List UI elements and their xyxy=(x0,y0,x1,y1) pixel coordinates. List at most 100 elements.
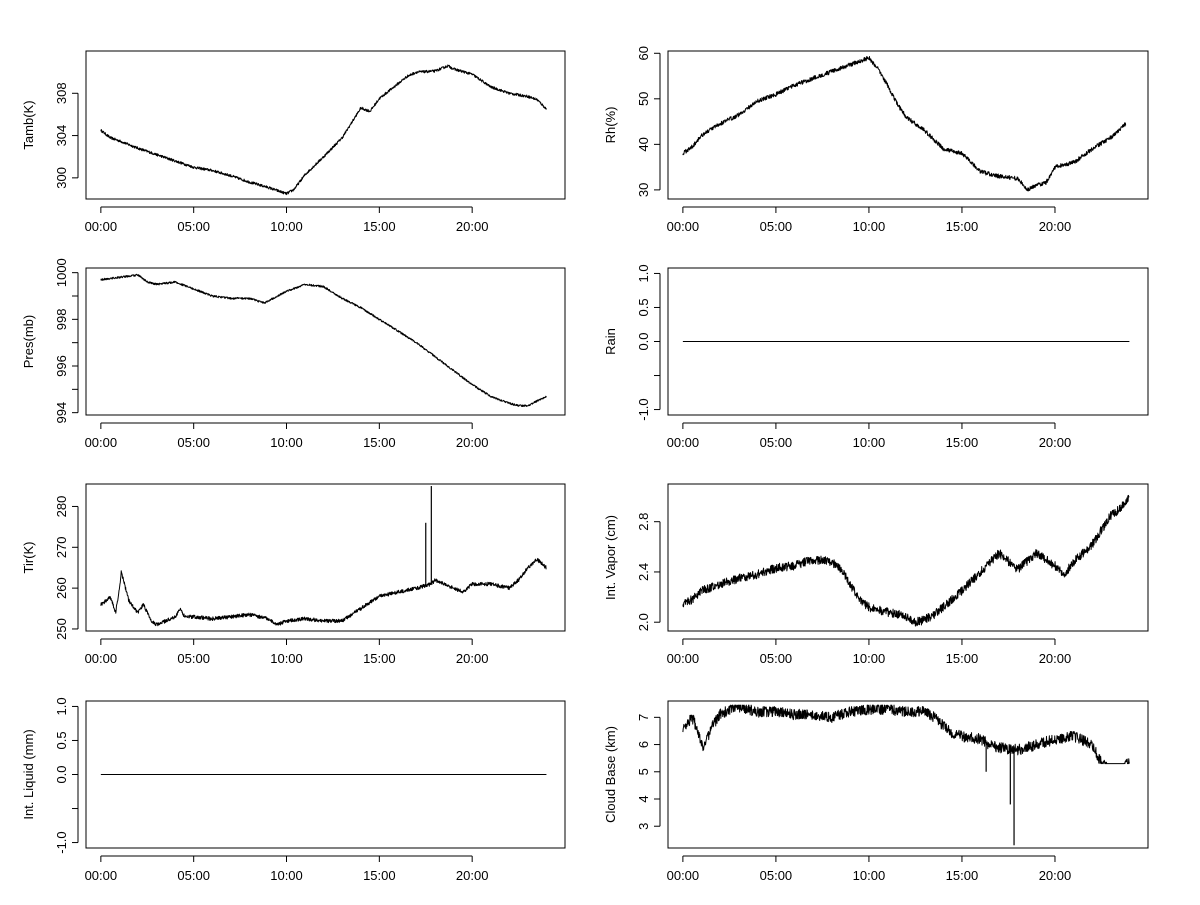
y-tick-label: 308 xyxy=(54,82,69,104)
x-tick-label: 00:00 xyxy=(85,651,118,666)
x-tick-label: 05:00 xyxy=(177,435,210,450)
x-tick-label: 20:00 xyxy=(456,435,489,450)
x-tick-label: 10:00 xyxy=(270,651,303,666)
x-tick-label: 15:00 xyxy=(363,219,396,234)
y-axis-label: Tamb(K) xyxy=(21,100,36,149)
y-tick-label: 1.0 xyxy=(54,697,69,715)
x-tick-label: 05:00 xyxy=(177,219,210,234)
y-axis-label: Rh(%) xyxy=(603,107,618,144)
x-tick-label: 10:00 xyxy=(853,219,886,234)
y-tick-label: 5 xyxy=(636,768,651,775)
x-tick-label: 20:00 xyxy=(1039,219,1072,234)
x-tick-label: 10:00 xyxy=(853,435,886,450)
y-tick-label: 250 xyxy=(54,618,69,640)
y-tick-label: 0.5 xyxy=(636,298,651,316)
plot-frame xyxy=(667,483,1149,632)
y-tick-label: 40 xyxy=(636,137,651,151)
x-tick-label: 05:00 xyxy=(760,868,793,883)
y-tick-label: 280 xyxy=(54,496,69,518)
x-tick-label: 15:00 xyxy=(363,651,396,666)
y-tick-label: 0.0 xyxy=(54,765,69,783)
y-axis-label: Pres(mb) xyxy=(21,315,36,368)
series-line xyxy=(100,64,547,196)
x-tick-label: 15:00 xyxy=(946,868,979,883)
y-axis-label: Int. Liquid (mm) xyxy=(21,729,36,819)
y-tick-label: 2.8 xyxy=(636,513,651,531)
plot-frame xyxy=(85,267,566,416)
series-line xyxy=(100,557,547,627)
y-tick-label: 3 xyxy=(636,823,651,830)
x-tick-label: 20:00 xyxy=(1039,435,1072,450)
x-tick-label: 20:00 xyxy=(1039,868,1072,883)
x-tick-label: 15:00 xyxy=(946,219,979,234)
x-tick-label: 00:00 xyxy=(667,651,700,666)
x-tick-label: 05:00 xyxy=(760,435,793,450)
y-tick-label: 4 xyxy=(636,795,651,802)
y-tick-label: 6 xyxy=(636,741,651,748)
y-tick-label: 300 xyxy=(54,167,69,189)
y-axis-label: Tir(K) xyxy=(21,541,36,573)
plot-frame xyxy=(667,267,1149,416)
x-tick-label: 00:00 xyxy=(667,868,700,883)
y-tick-label: 304 xyxy=(54,125,69,147)
y-tick-label: 0.0 xyxy=(636,332,651,350)
x-tick-label: 15:00 xyxy=(946,435,979,450)
y-tick-label: 7 xyxy=(636,714,651,721)
x-tick-label: 20:00 xyxy=(456,868,489,883)
y-tick-label: 0.5 xyxy=(54,731,69,749)
series-line xyxy=(682,704,1130,765)
chart-panel-1: 00:00 05:00 10:00 15:00 20:00 300 304 308 Tamb(K… xyxy=(21,50,566,234)
chart-panel-4: 00:00 05:00 10:00 15:00 20:00 -1.0 0.0 0.5 1.0 Ra… xyxy=(603,264,1149,450)
x-tick-label: 00:00 xyxy=(85,868,118,883)
y-tick-label: 998 xyxy=(54,308,69,330)
x-tick-label: 05:00 xyxy=(177,868,210,883)
y-tick-label: 270 xyxy=(54,536,69,558)
plot-frame xyxy=(85,483,566,632)
x-tick-label: 15:00 xyxy=(946,651,979,666)
y-tick-label: -1.0 xyxy=(54,831,69,853)
x-tick-label: 20:00 xyxy=(1039,651,1072,666)
y-tick-label: 994 xyxy=(54,402,69,424)
x-tick-label: 00:00 xyxy=(85,219,118,234)
x-tick-label: 10:00 xyxy=(270,868,303,883)
x-tick-label: 05:00 xyxy=(760,651,793,666)
y-tick-label: 50 xyxy=(636,92,651,106)
x-tick-label: 10:00 xyxy=(270,219,303,234)
x-tick-label: 10:00 xyxy=(853,651,886,666)
series-line xyxy=(682,494,1130,627)
y-axis-label: Cloud Base (km) xyxy=(603,726,618,823)
y-tick-label: 996 xyxy=(54,355,69,377)
chart-panel-5: 00:00 05:00 10:00 15:00 20:00 250 260 270 280 Tir… xyxy=(21,483,566,666)
x-tick-label: 00:00 xyxy=(85,435,118,450)
x-tick-label: 00:00 xyxy=(667,219,700,234)
x-tick-label: 00:00 xyxy=(667,435,700,450)
x-tick-label: 10:00 xyxy=(853,868,886,883)
x-tick-label: 15:00 xyxy=(363,868,396,883)
y-tick-label: 1000 xyxy=(54,258,69,287)
chart-panel-6: 00:00 05:00 10:00 15:00 20:00 2.0 2.4 2.8 Int. V… xyxy=(603,483,1149,666)
y-tick-label: 30 xyxy=(636,183,651,197)
y-tick-label: 2.0 xyxy=(636,613,651,631)
y-tick-label: -1.0 xyxy=(636,398,651,420)
chart-panel-8: 00:00 05:00 10:00 15:00 20:00 3 4 5 6 7 Cloud Base… xyxy=(603,700,1149,883)
x-tick-label: 05:00 xyxy=(177,651,210,666)
x-tick-label: 05:00 xyxy=(760,219,793,234)
x-tick-label: 20:00 xyxy=(456,651,489,666)
plot-frame xyxy=(667,50,1149,200)
plot-frame xyxy=(85,700,566,849)
plot-frame xyxy=(667,700,1149,849)
y-tick-label: 2.4 xyxy=(636,563,651,581)
plot-frame xyxy=(85,50,566,200)
y-tick-label: 260 xyxy=(54,577,69,599)
y-axis-label: Int. Vapor (cm) xyxy=(603,515,618,600)
chart-panel-7: 00:00 05:00 10:00 15:00 20:00 -1.0 0.0 0.5 1.0 In… xyxy=(21,697,566,883)
series-line xyxy=(100,273,547,408)
chart-panel-3: 00:00 05:00 10:00 15:00 20:00 994 996 998 1000 Pr… xyxy=(21,258,566,450)
x-tick-label: 15:00 xyxy=(363,435,396,450)
y-axis-label: Rain xyxy=(603,328,618,355)
chart-panel-2: 00:00 05:00 10:00 15:00 20:00 30 40 50 60 Rh(%) xyxy=(603,46,1149,234)
x-tick-label: 10:00 xyxy=(270,435,303,450)
x-tick-label: 20:00 xyxy=(456,219,489,234)
